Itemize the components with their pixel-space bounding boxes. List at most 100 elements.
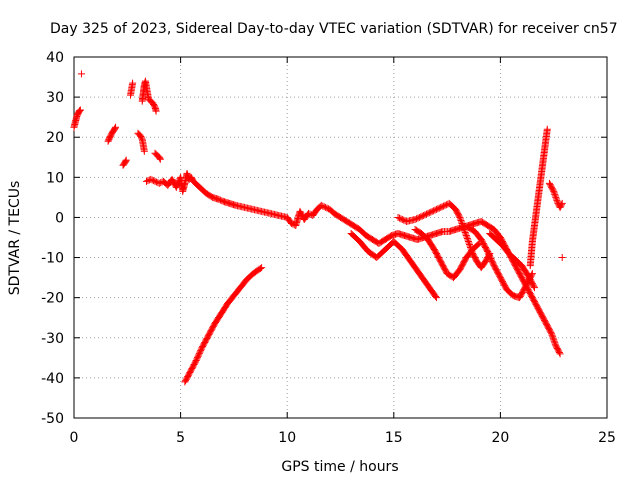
plot-frame <box>73 56 608 419</box>
data-point <box>147 175 155 183</box>
data-point <box>550 187 558 195</box>
data-point <box>184 171 192 179</box>
data-point <box>142 177 150 185</box>
data-point <box>430 207 438 215</box>
data-point <box>552 193 560 201</box>
data-point <box>553 196 561 204</box>
y-tick-label: 0 <box>55 210 64 226</box>
data-point <box>152 107 160 115</box>
x-tick-label: 15 <box>385 430 403 446</box>
series-spike <box>526 125 551 270</box>
data-point <box>438 203 446 211</box>
data-point <box>528 270 536 278</box>
data-point <box>462 230 470 238</box>
data-point <box>463 233 471 241</box>
data-point <box>543 125 551 133</box>
data-point <box>414 214 422 222</box>
data-point <box>183 169 191 177</box>
data-point <box>531 284 539 292</box>
data-point <box>432 205 440 213</box>
data-point <box>411 215 419 223</box>
series-arc-2 <box>104 123 120 145</box>
y-tick-label: -30 <box>41 331 64 347</box>
data-point <box>551 340 559 348</box>
data-point <box>319 202 327 210</box>
data-point <box>75 107 83 115</box>
data-point <box>111 124 119 132</box>
data-point <box>457 216 465 224</box>
data-point <box>400 216 408 224</box>
data-point <box>428 207 436 215</box>
data-point <box>417 213 425 221</box>
y-tick-label: -40 <box>41 371 64 387</box>
data-point <box>173 182 181 190</box>
data-point <box>112 123 120 131</box>
data-point <box>553 198 561 206</box>
data-point <box>551 339 559 347</box>
y-tick-label: -10 <box>41 251 64 267</box>
data-point <box>398 215 406 223</box>
series-mid-arc-c <box>411 225 483 282</box>
x-tick-label: 0 <box>70 430 79 446</box>
x-tick-label: 10 <box>278 430 296 446</box>
data-point <box>138 134 146 142</box>
data-point <box>216 196 224 204</box>
series-isolated-2 <box>558 254 566 262</box>
data-point <box>122 157 130 165</box>
data-point <box>530 282 538 290</box>
data-point <box>548 330 556 338</box>
data-point <box>425 209 433 217</box>
data-point <box>415 213 423 221</box>
data-point <box>432 292 440 300</box>
series-arc-4 <box>126 79 137 99</box>
y-tick-label: -20 <box>41 291 64 307</box>
data-point <box>456 215 464 223</box>
data-point <box>432 294 440 302</box>
data-point <box>455 212 463 220</box>
data-point <box>460 224 468 232</box>
data-point <box>148 176 156 184</box>
data-point <box>305 209 313 217</box>
data-point <box>462 231 470 239</box>
series-main-trend <box>142 169 564 358</box>
data-point <box>424 209 432 217</box>
data-point <box>465 241 473 249</box>
data-point <box>474 241 482 249</box>
series-arc-7 <box>151 149 164 163</box>
series-arc-6 <box>138 77 160 115</box>
data-point <box>156 155 164 163</box>
data-point <box>456 213 464 221</box>
x-tick-label: 5 <box>176 430 185 446</box>
data-point <box>129 79 137 87</box>
data-point <box>77 70 85 78</box>
y-tick-label: 20 <box>46 130 64 146</box>
y-tick-label: 40 <box>46 50 64 66</box>
data-point <box>394 213 402 221</box>
series-late-arc <box>545 179 566 211</box>
data-point <box>431 206 439 214</box>
y-tick-label: 30 <box>46 90 64 106</box>
series-mid-arc-e <box>486 229 539 292</box>
data-point <box>550 189 558 197</box>
data-point <box>155 179 163 187</box>
data-point <box>427 208 435 216</box>
data-point <box>558 201 566 209</box>
data-point <box>549 334 557 342</box>
data-point <box>151 177 159 185</box>
data-point <box>459 222 467 230</box>
data-point <box>323 204 331 212</box>
series-isolated-1 <box>77 70 85 78</box>
series-mid-arc-b <box>394 199 494 272</box>
grid <box>74 57 607 418</box>
data-point <box>418 212 426 220</box>
data-point <box>550 337 558 345</box>
y-tick-label: 10 <box>46 170 64 186</box>
series-mid-arc-a <box>347 229 440 302</box>
data-point <box>464 236 472 244</box>
data-point <box>420 211 428 219</box>
data-point <box>555 348 563 356</box>
data-point <box>549 333 557 341</box>
y-tick-label: -50 <box>41 411 64 427</box>
series-early-arc <box>70 106 84 131</box>
